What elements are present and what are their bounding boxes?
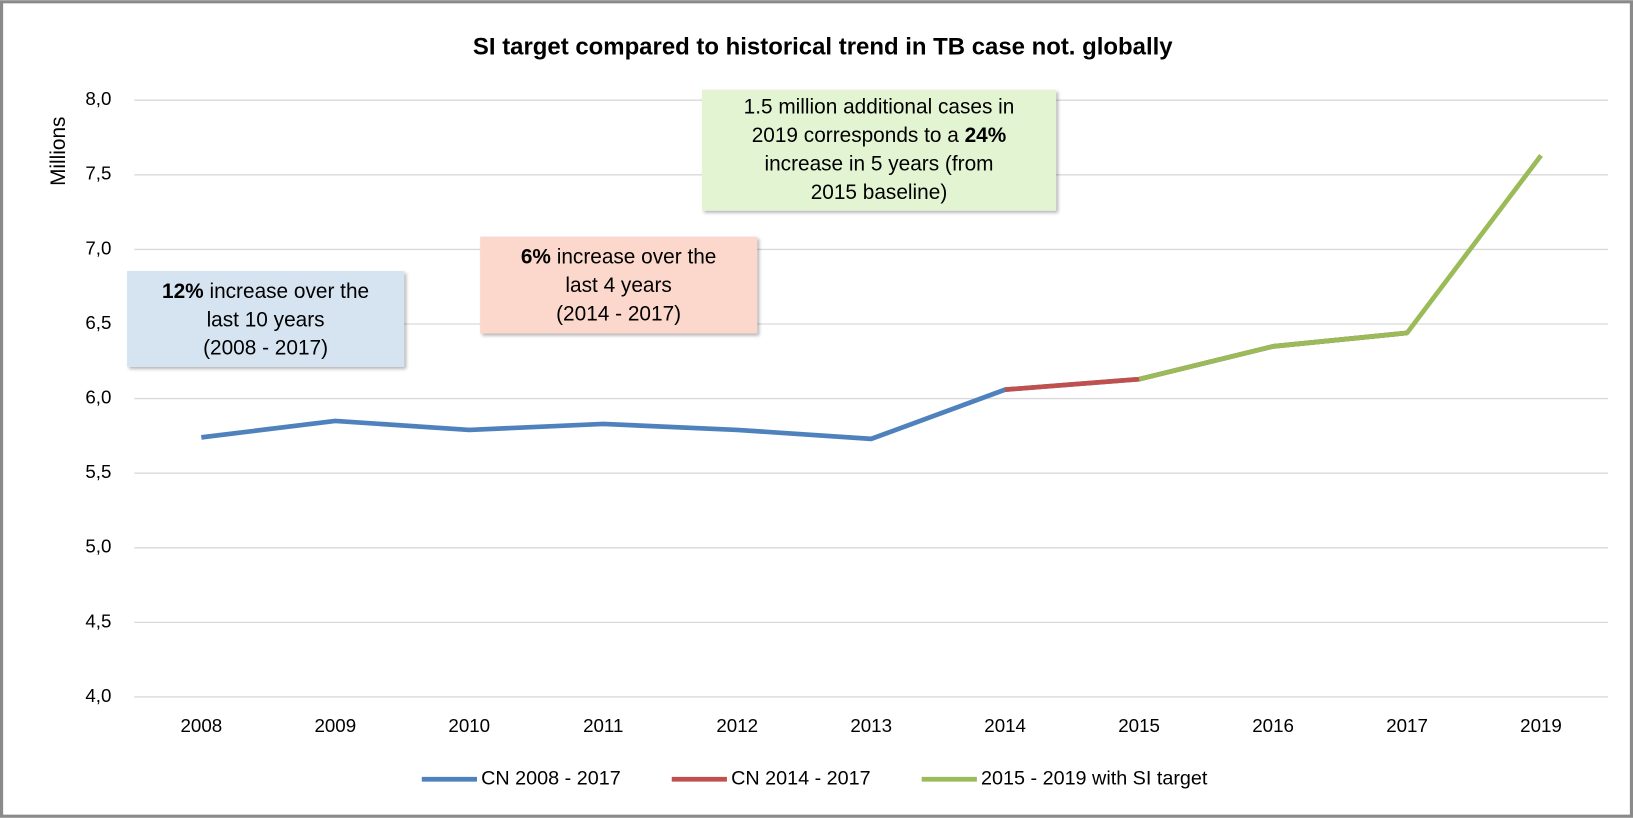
annotation-text: 1.5 million additional cases in [744, 95, 1015, 118]
y-tick-label: 6,5 [85, 312, 111, 333]
annotation-text: (2014 - 2017) [556, 302, 681, 325]
annotation-run: increase over the [551, 245, 716, 268]
annotation-box [127, 271, 405, 367]
y-tick-label: 7,5 [85, 163, 111, 184]
y-tick-label: 5,5 [85, 461, 111, 482]
y-axis-label: Millions [47, 117, 70, 186]
x-tick-label: 2011 [583, 715, 623, 736]
x-tick-label: 2008 [180, 715, 222, 736]
annotation-text: (2008 - 2017) [203, 336, 328, 359]
x-tick-label: 2019 [1520, 715, 1562, 736]
x-tick-label: 2013 [850, 715, 892, 736]
annotation-text: 2019 corresponds to a 24% [752, 123, 1007, 146]
annotation-run: 2015 baseline) [811, 180, 948, 203]
annotation-run: 12% [162, 279, 204, 302]
annotation-text: increase in 5 years (from [764, 152, 993, 175]
x-tick-label: 2009 [314, 715, 356, 736]
annotation-text: 2015 baseline) [811, 180, 948, 203]
y-tick-label: 5,0 [85, 536, 111, 557]
legend-label: CN 2008 - 2017 [481, 767, 621, 789]
annotation-run: last 10 years [207, 308, 325, 331]
x-tick-label: 2015 [1118, 715, 1160, 736]
y-tick-label: 8,0 [85, 88, 111, 109]
annotation-box [701, 89, 1057, 211]
annotation-run: 6% [521, 245, 551, 268]
y-tick-label: 7,0 [85, 237, 111, 258]
x-tick-label: 2012 [716, 715, 758, 736]
annotation-run: increase over the [204, 279, 369, 302]
annotation-text: 12% increase over the [162, 279, 369, 302]
x-tick-label: 2017 [1386, 715, 1428, 736]
annotation-run: 1.5 million additional cases in [744, 95, 1015, 118]
x-tick-label: 2016 [1252, 715, 1294, 736]
legend-label: 2015 - 2019 with SI target [981, 767, 1208, 789]
x-tick-label: 2014 [984, 715, 1026, 736]
y-tick-label: 4,0 [85, 685, 111, 706]
series-line [1138, 153, 1543, 382]
y-tick-label: 4,5 [85, 610, 111, 631]
annotation-box [480, 236, 758, 334]
annotation-run: 24% [965, 123, 1007, 146]
annotation-text: 6% increase over the [521, 245, 717, 268]
annotation-text: last 4 years [565, 273, 671, 296]
y-tick-label: 6,0 [85, 387, 111, 408]
annotation-run: increase in 5 years (from [764, 152, 993, 175]
annotation-run: (2008 - 2017) [203, 336, 328, 359]
annotation-run: last 4 years [565, 273, 671, 296]
legend-label: CN 2014 - 2017 [731, 767, 871, 789]
annotation-run: 2019 corresponds to a [752, 123, 965, 146]
chart-title: SI target compared to historical trend i… [473, 33, 1173, 60]
annotation-text: last 10 years [207, 308, 325, 331]
x-tick-label: 2010 [448, 715, 490, 736]
annotation-run: (2014 - 2017) [556, 302, 681, 325]
